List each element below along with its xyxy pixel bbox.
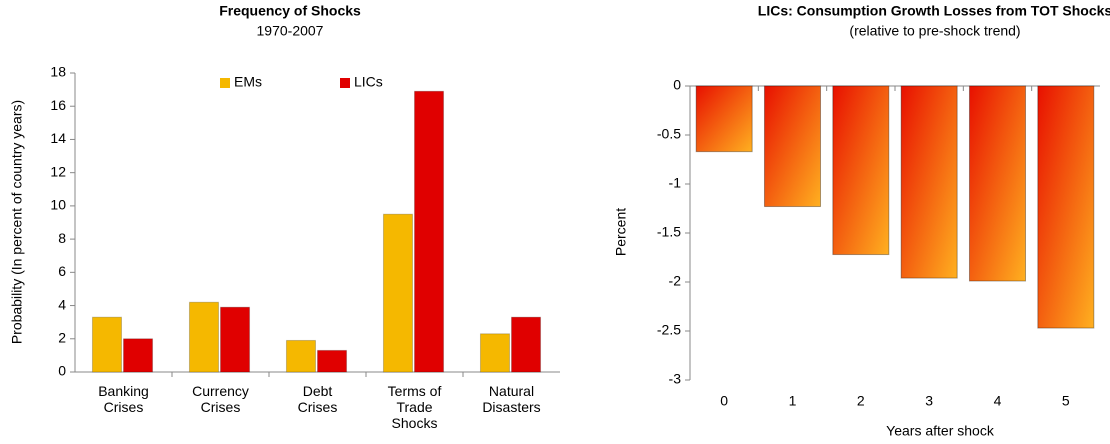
bar [511,316,542,373]
bar [123,338,154,373]
x-tick-label-line: Disasters [482,399,540,415]
x-tick-label-line: Crises [104,399,144,415]
x-tick-label: Terms of Trade Shocks [388,383,442,431]
x-tick-label: Debt Crises [298,383,338,415]
y-tick-label: -2.5 [657,322,681,338]
x-tick-label-line: Terms of [388,383,442,399]
x-tick-label-line: Currency [192,383,249,399]
y-axis-label: Probability (In percent of country years… [9,100,25,344]
x-tick-label-line: Banking [98,383,149,399]
bar [900,85,958,279]
chart-subtitle: 1970-2007 [257,23,324,39]
y-tick-label: -0.5 [657,126,681,142]
bar [832,85,890,256]
y-tick-label: 0 [673,77,681,93]
chart-title: LICs: Consumption Growth Losses from TOT… [758,3,1110,19]
x-tick-label-line: Debt [303,383,333,399]
y-tick-label: 6 [58,263,66,279]
x-tick-label: Currency Crises [192,383,249,415]
legend-swatch [340,78,350,88]
y-tick-label: 2 [58,329,66,345]
y-tick-label: -1.5 [657,224,681,240]
x-tick-label-line: Crises [298,399,338,415]
y-tick-label: 10 [50,197,66,213]
legend-label: EMs [234,74,262,90]
bar [1037,85,1095,329]
bar [317,349,348,373]
chart-subtitle: (relative to pre-shock trend) [849,23,1020,39]
x-tick-label: 3 [925,393,933,409]
bar [763,85,822,208]
x-tick-label: 0 [720,393,728,409]
x-tick-label: Banking Crises [98,383,149,415]
x-tick-label: 4 [994,393,1002,409]
chart-title: Frequency of Shocks [219,3,361,19]
x-tick-label-line: Trade [396,399,432,415]
bar [414,90,445,373]
x-tick-label: 1 [789,393,797,409]
bar [382,213,413,373]
y-tick-label: 18 [50,64,66,80]
bar [479,333,510,373]
x-tick-label: Natural Disasters [482,383,540,415]
y-tick-label: 12 [50,163,66,179]
legend-label: LICs [354,74,383,90]
x-tick-label-line: Shocks [392,415,438,431]
y-tick-label: 4 [58,296,66,312]
y-tick-label: 14 [50,130,66,146]
y-tick-label: -1 [669,175,682,191]
legend-swatch [220,78,230,88]
y-tick-label: 8 [58,230,66,246]
x-tick-label: 5 [1062,393,1070,409]
x-tick-label: 2 [857,393,865,409]
x-axis-label: Years after shock [886,423,995,439]
y-tick-label: 0 [58,363,66,379]
x-tick-label-line: Crises [201,399,241,415]
y-tick-label: 16 [50,97,66,113]
y-axis-label: Percent [613,208,629,256]
bar [220,306,251,373]
bar [695,85,753,153]
bar [91,316,122,373]
y-tick-label: -3 [669,371,682,387]
bar [968,85,1027,282]
y-tick-label: -2 [669,273,682,289]
bar [285,339,316,373]
x-tick-label-line: Natural [489,383,534,399]
bar [188,301,220,373]
